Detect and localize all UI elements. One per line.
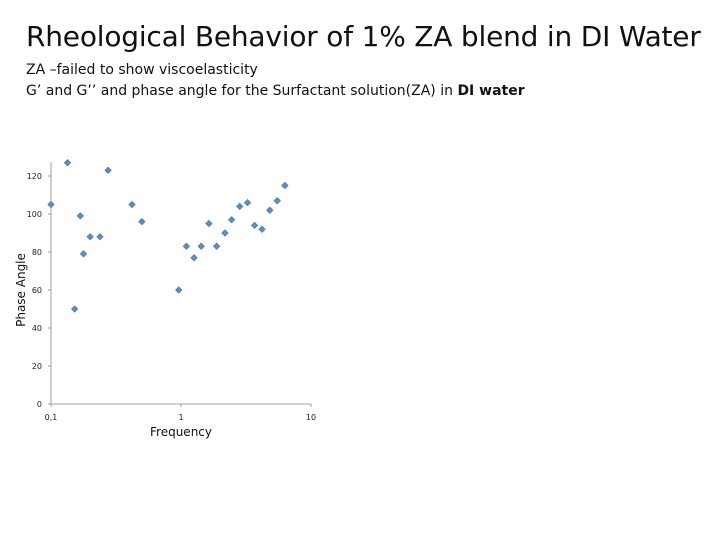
data-point (243, 198, 252, 207)
subtitle-line-2: G’ and G’’ and phase angle for the Surfa… (26, 83, 525, 99)
data-point (47, 200, 55, 209)
y-tick-label: 120 (27, 172, 42, 181)
data-point (281, 181, 289, 190)
y-tick-label: 60 (32, 286, 42, 295)
data-point (96, 233, 104, 241)
y-tick-label: 20 (32, 362, 42, 371)
subtitle-line-2-text: G’ and G’’ and phase angle for the Surfa… (26, 83, 458, 99)
data-point (197, 242, 205, 250)
y-tick-label: 40 (32, 324, 42, 333)
data-point (63, 159, 72, 167)
data-point (250, 221, 259, 230)
x-tick-label: 0,1 (45, 413, 58, 422)
data-point (138, 217, 146, 226)
y-axis-title: Phase Angle (14, 253, 28, 327)
y-tick-label: 100 (27, 210, 42, 219)
slide-title: Rheological Behavior of 1% ZA blend in D… (26, 20, 701, 53)
data-point (227, 216, 236, 224)
subtitle-line-2-bold: DI water (457, 83, 525, 99)
data-point (205, 219, 213, 228)
data-point (236, 202, 244, 211)
data-point (128, 200, 136, 209)
data-point (86, 233, 94, 241)
data-point (175, 286, 183, 294)
subtitle-line-1: ZA –failed to show viscoelasticity (26, 62, 258, 78)
data-point (266, 206, 274, 214)
x-axis-title: Frequency (150, 425, 212, 439)
data-point (79, 250, 88, 258)
y-tick-label: 80 (32, 248, 42, 257)
data-point (221, 229, 229, 237)
data-point (190, 254, 198, 262)
data-point (104, 166, 112, 174)
data-point (213, 242, 221, 250)
data-point (258, 225, 266, 233)
x-tick-label: 10 (306, 413, 316, 422)
data-point (71, 305, 79, 313)
data-point (76, 212, 84, 220)
data-point (182, 242, 191, 250)
x-tick-label: 1 (178, 413, 183, 422)
data-point (273, 197, 281, 205)
y-tick-label: 0 (37, 400, 42, 409)
